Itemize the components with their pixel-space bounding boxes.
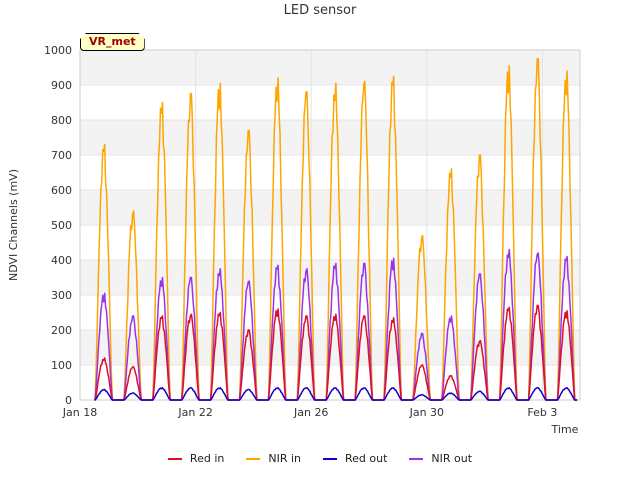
vr-met-badge: VR_met <box>80 33 145 51</box>
x-tick-label: Feb 3 <box>527 406 557 419</box>
legend-label: NIR in <box>268 452 301 465</box>
x-tick-label: Jan 26 <box>293 406 328 419</box>
y-tick-label: 100 <box>51 359 72 372</box>
legend-item-red-in: Red in <box>167 452 225 465</box>
legend-swatch <box>167 457 182 460</box>
background-bands <box>80 50 580 365</box>
y-axis-label: NDVI Channels (mV) <box>7 169 20 281</box>
series-line-nir-out <box>94 248 578 401</box>
series-line-red-out <box>94 387 578 401</box>
series-line-red-in <box>94 304 578 401</box>
legend-label: Red out <box>345 452 388 465</box>
y-tick-label: 700 <box>51 149 72 162</box>
chart-title: LED sensor <box>284 3 357 18</box>
y-tick-label: 1000 <box>44 44 72 57</box>
legend-item-nir-in: NIR in <box>246 452 301 465</box>
y-tick-label: 0 <box>65 394 72 407</box>
x-tick-label: Jan 18 <box>62 406 97 419</box>
series-layer <box>94 58 578 401</box>
y-tick-label: 900 <box>51 79 72 92</box>
y-axis-ticks: 0 100 200 300 400 500 600 700 800 900 1000 <box>44 44 72 407</box>
x-axis-label: Time <box>551 423 579 436</box>
y-tick-label: 500 <box>51 219 72 232</box>
y-tick-label: 200 <box>51 324 72 337</box>
x-tick-label: Jan 30 <box>409 406 444 419</box>
y-tick-label: 400 <box>51 254 72 267</box>
legend-swatch <box>409 457 424 460</box>
x-tick-label: Jan 22 <box>177 406 212 419</box>
legend-swatch <box>246 457 261 460</box>
legend-label: NIR out <box>431 452 473 465</box>
y-tick-label: 800 <box>51 114 72 127</box>
legend-item-red-out: Red out <box>323 452 387 465</box>
legend: Red in NIR in Red out NIR out <box>0 452 640 465</box>
legend-item-nir-out: NIR out <box>409 452 472 465</box>
series-line-nir-in <box>94 58 578 401</box>
legend-label: Red in <box>189 452 225 465</box>
x-axis-ticks: Jan 18 Jan 22 Jan 26 Jan 30 Feb 3 <box>62 406 558 419</box>
grid-band <box>80 50 580 85</box>
y-tick-label: 600 <box>51 184 72 197</box>
y-tick-label: 300 <box>51 289 72 302</box>
plot-frame <box>79 49 581 401</box>
legend-swatch <box>323 457 337 460</box>
